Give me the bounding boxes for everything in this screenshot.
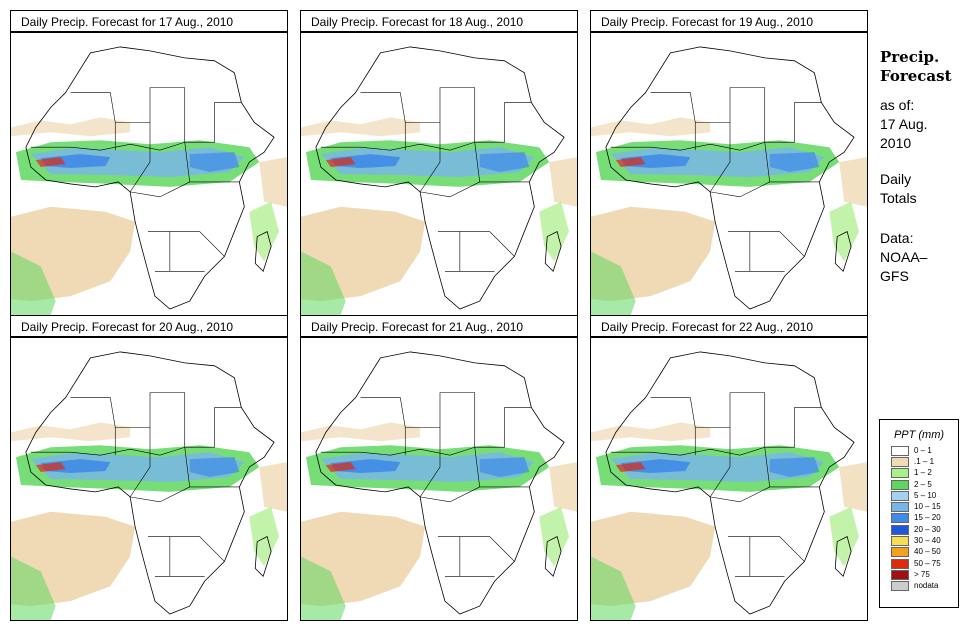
- totals-line2: Totals: [880, 190, 917, 206]
- panel-title: Daily Precip. Forecast for 19 Aug., 2010: [590, 10, 868, 32]
- legend-item: 30 – 40: [880, 535, 958, 547]
- panel-title: Daily Precip. Forecast for 17 Aug., 2010: [10, 10, 288, 32]
- legend-swatch: [891, 558, 909, 569]
- asof-date-line2: 2010: [880, 135, 912, 151]
- precip-map: [300, 32, 578, 316]
- legend-label: 10 – 15: [914, 502, 941, 512]
- legend-label: 40 – 50: [914, 547, 941, 557]
- legend-label: 15 – 20: [914, 513, 941, 523]
- forecast-panel-aug-18: Daily Precip. Forecast for 18 Aug., 2010: [300, 10, 578, 316]
- forecast-panel-aug-22: Daily Precip. Forecast for 22 Aug., 2010: [590, 315, 868, 621]
- legend-swatch: [891, 581, 909, 592]
- sidebar-title-line1: Precip.: [880, 48, 940, 66]
- legend-item: 50 – 75: [880, 558, 958, 569]
- sidebar-title: Precip. Forecast: [880, 48, 962, 86]
- legend-label: nodata: [914, 581, 939, 591]
- legend-label: 0 – 1: [914, 445, 932, 455]
- legend-item: 5 – 10: [880, 490, 958, 501]
- legend-item: .1 – 1: [880, 456, 958, 467]
- legend-swatch: [891, 490, 909, 501]
- totals-line1: Daily: [880, 171, 912, 187]
- legend-swatch: [891, 502, 909, 513]
- legend-swatch: [891, 536, 909, 547]
- legend-label: 20 – 30: [914, 524, 941, 534]
- legend-swatch: [891, 456, 909, 467]
- legend-item: > 75: [880, 569, 958, 580]
- asof-date-line1: 17 Aug.: [880, 116, 928, 132]
- legend-label: 5 – 10: [914, 490, 937, 500]
- forecast-panel-aug-17: Daily Precip. Forecast for 17 Aug., 2010: [10, 10, 288, 316]
- legend-swatch: [891, 547, 909, 558]
- legend-label: 2 – 5: [914, 479, 932, 489]
- legend-swatch: [891, 479, 909, 490]
- precip-map: [300, 337, 578, 621]
- precip-map: [10, 32, 288, 316]
- legend-label: 50 – 75: [914, 558, 941, 568]
- legend-item: 10 – 15: [880, 501, 958, 513]
- legend-swatch: [891, 468, 909, 479]
- legend-item: 2 – 5: [880, 479, 958, 490]
- legend-item: 20 – 30: [880, 524, 958, 535]
- panel-title: Daily Precip. Forecast for 18 Aug., 2010: [300, 10, 578, 32]
- legend-label: .1 – 1: [914, 456, 935, 466]
- panel-title: Daily Precip. Forecast for 22 Aug., 2010: [590, 315, 868, 337]
- legend-item: 1 – 2: [880, 468, 958, 479]
- asof-label: as of:: [880, 97, 915, 113]
- panel-title: Daily Precip. Forecast for 20 Aug., 2010: [10, 315, 288, 337]
- legend-item: 0 – 1: [880, 445, 958, 456]
- legend-item: 40 – 50: [880, 547, 958, 558]
- legend-item: 15 – 20: [880, 513, 958, 524]
- legend-swatch: [891, 569, 909, 580]
- data-source-line1: Data:: [880, 230, 914, 246]
- legend-label: > 75: [914, 569, 930, 579]
- legend-swatch: [891, 445, 909, 456]
- precip-map: [590, 337, 868, 621]
- legend-item: nodata: [880, 581, 958, 592]
- forecast-panel-aug-20: Daily Precip. Forecast for 20 Aug., 2010: [10, 315, 288, 621]
- legend-label: 1 – 2: [914, 468, 932, 478]
- legend-label: 30 – 40: [914, 536, 941, 546]
- precip-map: [10, 337, 288, 621]
- legend-swatch: [891, 513, 909, 524]
- data-source-line3: GFS: [880, 268, 909, 284]
- panel-title: Daily Precip. Forecast for 21 Aug., 2010: [300, 315, 578, 337]
- legend-title: PPT (mm): [893, 429, 945, 441]
- legend-swatch: [891, 524, 909, 535]
- data-source-line2: NOAA–: [880, 249, 928, 265]
- sidebar-title-line2: Forecast: [880, 67, 952, 85]
- precip-map: [590, 32, 868, 316]
- forecast-panel-aug-19: Daily Precip. Forecast for 19 Aug., 2010: [590, 10, 868, 316]
- forecast-panel-aug-21: Daily Precip. Forecast for 21 Aug., 2010: [300, 315, 578, 621]
